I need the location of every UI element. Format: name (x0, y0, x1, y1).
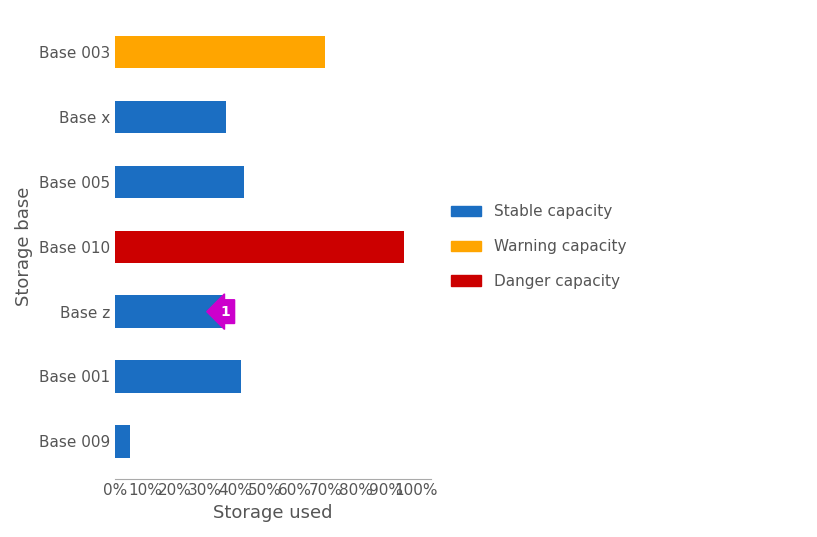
Bar (114, 230, 404, 263)
Bar (114, 36, 325, 69)
Bar (114, 295, 223, 328)
Bar (114, 166, 244, 198)
Legend: Stable capacity, Warning capacity, Danger capacity: Stable capacity, Warning capacity, Dange… (444, 198, 632, 295)
Bar (114, 425, 130, 458)
Text: 1: 1 (220, 304, 230, 318)
Bar (114, 101, 226, 133)
Y-axis label: Storage base: Storage base (15, 187, 33, 307)
Bar (114, 360, 241, 393)
X-axis label: Storage used: Storage used (213, 504, 333, 522)
